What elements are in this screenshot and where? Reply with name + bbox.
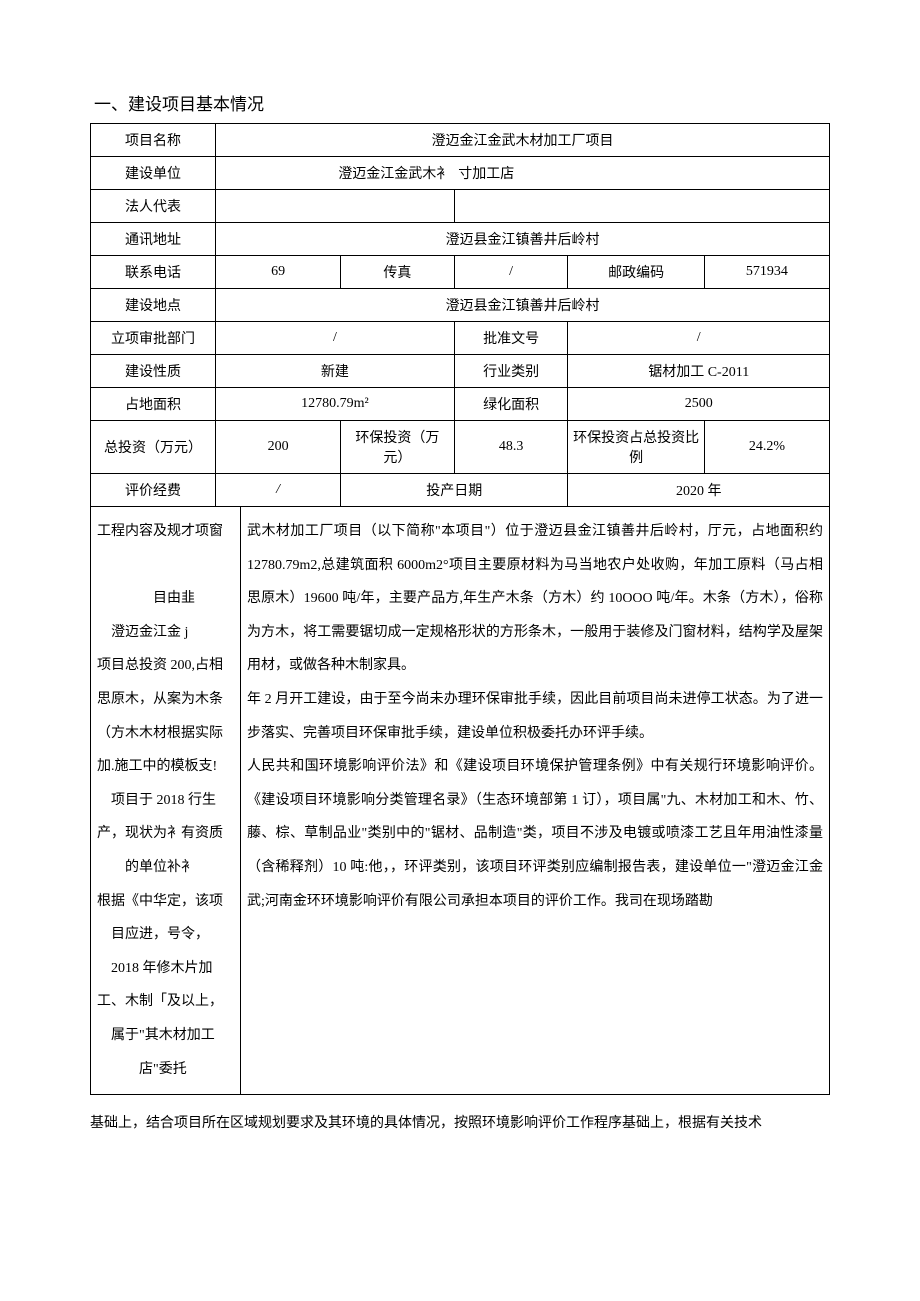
section-title: 一、建设项目基本情况 xyxy=(90,90,830,115)
cell-value: 锯材加工 C-2011 xyxy=(568,355,830,388)
cell-value: 200 xyxy=(216,421,341,474)
table-row: 立项审批部门 / 批准文号 / xyxy=(91,322,830,355)
cell-label: 法人代表 xyxy=(91,190,216,223)
cell-value: 48.3 xyxy=(454,421,568,474)
footer-paragraph: 基础上，结合项目所在区域规划要求及其环境的具体情况，按照环境影响评价工作程序基础… xyxy=(90,1109,830,1140)
cell-value: 12780.79m² xyxy=(216,388,455,421)
cell-value: 澄迈县金江镇善井后岭村 xyxy=(216,289,830,322)
table-row: 通讯地址 澄迈县金江镇善井后岭村 xyxy=(91,223,830,256)
cell-label: 行业类别 xyxy=(454,355,568,388)
cell-value: 69 xyxy=(216,256,341,289)
cell-label: 建设单位 xyxy=(91,157,216,190)
cell-value: 571934 xyxy=(704,256,829,289)
cell-label: 投产日期 xyxy=(341,474,568,507)
body-left-column: 工程内容及规才项窗 目由韭 澄迈金江金 j 项目总投资 200,占相 思原木，从… xyxy=(91,507,241,1094)
cell-label: 环保投资占总投资比例 xyxy=(568,421,704,474)
cell-label: 联系电话 xyxy=(91,256,216,289)
table-row: 建设性质 新建 行业类别 锯材加工 C-2011 xyxy=(91,355,830,388)
table-row: 评价经费 / 投产日期 2020 年 xyxy=(91,474,830,507)
table-row: 占地面积 12780.79m² 绿化面积 2500 xyxy=(91,388,830,421)
cell-label: 绿化面积 xyxy=(454,388,568,421)
cell-label: 邮政编码 xyxy=(568,256,704,289)
cell-value: / xyxy=(454,256,568,289)
table-row: 项目名称 澄迈金江金武木材加工厂项目 xyxy=(91,124,830,157)
cell-value: / xyxy=(216,322,455,355)
body-right-column: 武木材加工厂项目（以下简称"本项目"）位于澄迈县金江镇善井后岭村，厅元，占地面积… xyxy=(241,507,829,1094)
cell-label: 批准文号 xyxy=(454,322,568,355)
table-row: 建设地点 澄迈县金江镇善井后岭村 xyxy=(91,289,830,322)
cell-value: 寸加工店 xyxy=(454,157,829,190)
cell-label: 传真 xyxy=(341,256,455,289)
cell-label: 建设地点 xyxy=(91,289,216,322)
cell-value: 澄迈金江金武木材加工厂项目 xyxy=(216,124,830,157)
cell-value: / xyxy=(568,322,830,355)
table-row: 建设单位 澄迈金江金武木衤 寸加工店 xyxy=(91,157,830,190)
table-row: 联系电话 69 传真 / 邮政编码 571934 xyxy=(91,256,830,289)
project-info-table: 项目名称 澄迈金江金武木材加工厂项目 建设单位 澄迈金江金武木衤 寸加工店 法人… xyxy=(90,123,830,507)
body-section: 工程内容及规才项窗 目由韭 澄迈金江金 j 项目总投资 200,占相 思原木，从… xyxy=(90,507,830,1095)
table-row: 法人代表 xyxy=(91,190,830,223)
table-row: 总投资（万元） 200 环保投资（万元） 48.3 环保投资占总投资比例 24.… xyxy=(91,421,830,474)
cell-value: 2500 xyxy=(568,388,830,421)
cell-label: 总投资（万元） xyxy=(91,421,216,474)
cell-value: 新建 xyxy=(216,355,455,388)
cell-value xyxy=(216,190,455,223)
cell-label: 立项审批部门 xyxy=(91,322,216,355)
cell-value: 24.2% xyxy=(704,421,829,474)
cell-label: 建设性质 xyxy=(91,355,216,388)
cell-label: 项目名称 xyxy=(91,124,216,157)
cell-label: 占地面积 xyxy=(91,388,216,421)
cell-value: 澄迈金江金武木衤 xyxy=(216,157,455,190)
cell-label: 通讯地址 xyxy=(91,223,216,256)
cell-value: 澄迈县金江镇善井后岭村 xyxy=(216,223,830,256)
cell-label: 评价经费 xyxy=(91,474,216,507)
cell-value: 2020 年 xyxy=(568,474,830,507)
cell-value: / xyxy=(216,474,341,507)
cell-value xyxy=(454,190,829,223)
cell-label: 环保投资（万元） xyxy=(341,421,455,474)
